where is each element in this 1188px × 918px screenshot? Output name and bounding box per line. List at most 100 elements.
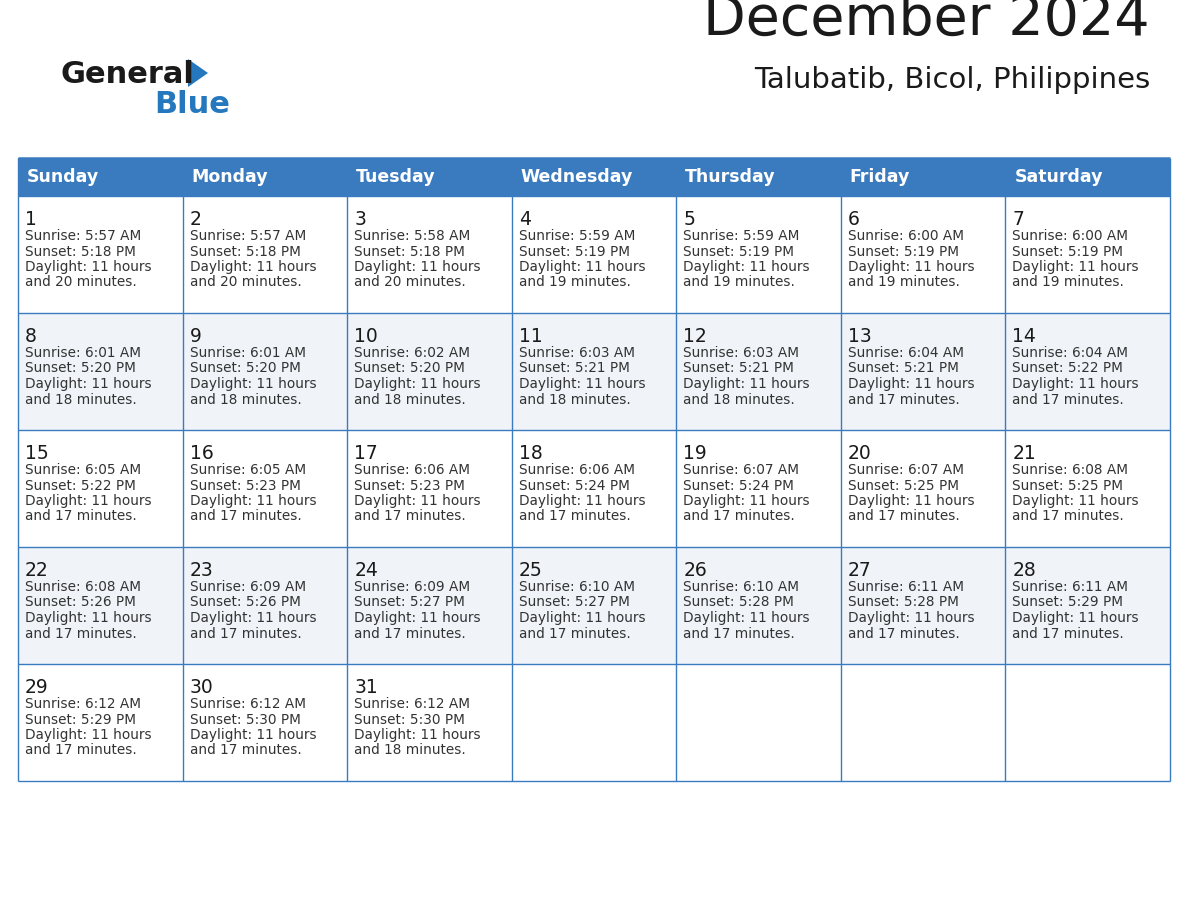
Text: Sunrise: 6:11 AM: Sunrise: 6:11 AM: [848, 580, 963, 594]
Text: Saturday: Saturday: [1015, 168, 1102, 186]
Text: 18: 18: [519, 444, 543, 463]
Text: Sunrise: 6:06 AM: Sunrise: 6:06 AM: [519, 463, 634, 477]
Text: 21: 21: [1012, 444, 1036, 463]
Bar: [347, 158, 512, 196]
Text: Sunday: Sunday: [27, 168, 100, 186]
Text: Daylight: 11 hours: Daylight: 11 hours: [683, 260, 810, 274]
Text: 13: 13: [848, 327, 872, 346]
Text: 1: 1: [25, 210, 37, 229]
Text: Sunset: 5:22 PM: Sunset: 5:22 PM: [1012, 362, 1124, 375]
Text: and 17 minutes.: and 17 minutes.: [190, 744, 302, 757]
Text: Daylight: 11 hours: Daylight: 11 hours: [1012, 494, 1139, 508]
Text: 7: 7: [1012, 210, 1024, 229]
Text: Daylight: 11 hours: Daylight: 11 hours: [354, 728, 481, 742]
Text: Sunset: 5:30 PM: Sunset: 5:30 PM: [354, 712, 465, 726]
Text: Daylight: 11 hours: Daylight: 11 hours: [848, 611, 974, 625]
Text: Daylight: 11 hours: Daylight: 11 hours: [519, 611, 645, 625]
Text: Daylight: 11 hours: Daylight: 11 hours: [1012, 611, 1139, 625]
Text: Sunset: 5:26 PM: Sunset: 5:26 PM: [25, 596, 135, 610]
Text: Daylight: 11 hours: Daylight: 11 hours: [683, 494, 810, 508]
Text: Talubatib, Bicol, Philippines: Talubatib, Bicol, Philippines: [753, 66, 1150, 94]
Bar: [18, 313, 1170, 430]
Text: Daylight: 11 hours: Daylight: 11 hours: [190, 728, 316, 742]
Text: 30: 30: [190, 678, 214, 697]
Text: Sunset: 5:18 PM: Sunset: 5:18 PM: [354, 244, 465, 259]
Text: Sunset: 5:20 PM: Sunset: 5:20 PM: [190, 362, 301, 375]
Text: December 2024: December 2024: [703, 0, 1150, 47]
Text: Sunrise: 6:07 AM: Sunrise: 6:07 AM: [683, 463, 800, 477]
Text: Sunrise: 6:12 AM: Sunrise: 6:12 AM: [25, 697, 141, 711]
Text: Friday: Friday: [849, 168, 910, 186]
Text: and 20 minutes.: and 20 minutes.: [25, 275, 137, 289]
Text: Daylight: 11 hours: Daylight: 11 hours: [190, 260, 316, 274]
Text: 23: 23: [190, 561, 214, 580]
Text: Daylight: 11 hours: Daylight: 11 hours: [25, 494, 152, 508]
Text: Sunrise: 6:10 AM: Sunrise: 6:10 AM: [519, 580, 634, 594]
Text: Tuesday: Tuesday: [356, 168, 436, 186]
Text: 25: 25: [519, 561, 543, 580]
Text: Sunset: 5:28 PM: Sunset: 5:28 PM: [848, 596, 959, 610]
Text: Sunset: 5:25 PM: Sunset: 5:25 PM: [1012, 478, 1124, 492]
Text: Daylight: 11 hours: Daylight: 11 hours: [683, 377, 810, 391]
Text: 12: 12: [683, 327, 707, 346]
Text: Daylight: 11 hours: Daylight: 11 hours: [190, 494, 316, 508]
Text: Sunrise: 6:08 AM: Sunrise: 6:08 AM: [1012, 463, 1129, 477]
Text: and 17 minutes.: and 17 minutes.: [848, 626, 960, 641]
Text: Daylight: 11 hours: Daylight: 11 hours: [1012, 377, 1139, 391]
Text: Sunrise: 6:04 AM: Sunrise: 6:04 AM: [848, 346, 963, 360]
Text: Sunrise: 6:00 AM: Sunrise: 6:00 AM: [1012, 229, 1129, 243]
Text: and 17 minutes.: and 17 minutes.: [683, 626, 795, 641]
Text: Sunset: 5:26 PM: Sunset: 5:26 PM: [190, 596, 301, 610]
Text: and 18 minutes.: and 18 minutes.: [190, 393, 302, 407]
Text: 26: 26: [683, 561, 707, 580]
Text: Sunset: 5:23 PM: Sunset: 5:23 PM: [190, 478, 301, 492]
Text: and 17 minutes.: and 17 minutes.: [848, 509, 960, 523]
Text: 4: 4: [519, 210, 531, 229]
Text: 10: 10: [354, 327, 378, 346]
Text: Sunrise: 6:05 AM: Sunrise: 6:05 AM: [25, 463, 141, 477]
Text: and 18 minutes.: and 18 minutes.: [519, 393, 631, 407]
Text: Sunrise: 6:02 AM: Sunrise: 6:02 AM: [354, 346, 470, 360]
Bar: [512, 158, 676, 196]
Text: Sunrise: 6:05 AM: Sunrise: 6:05 AM: [190, 463, 305, 477]
Text: 17: 17: [354, 444, 378, 463]
Text: Sunset: 5:29 PM: Sunset: 5:29 PM: [25, 712, 135, 726]
Text: and 17 minutes.: and 17 minutes.: [1012, 509, 1124, 523]
Text: Monday: Monday: [191, 168, 268, 186]
Text: Sunset: 5:19 PM: Sunset: 5:19 PM: [1012, 244, 1124, 259]
Text: Sunrise: 6:00 AM: Sunrise: 6:00 AM: [848, 229, 963, 243]
Text: Sunset: 5:22 PM: Sunset: 5:22 PM: [25, 478, 135, 492]
Text: and 17 minutes.: and 17 minutes.: [1012, 626, 1124, 641]
Text: and 20 minutes.: and 20 minutes.: [190, 275, 302, 289]
Text: Sunset: 5:19 PM: Sunset: 5:19 PM: [519, 244, 630, 259]
Text: Sunset: 5:28 PM: Sunset: 5:28 PM: [683, 596, 794, 610]
Bar: [18, 158, 183, 196]
Text: Sunset: 5:21 PM: Sunset: 5:21 PM: [848, 362, 959, 375]
Text: Sunset: 5:20 PM: Sunset: 5:20 PM: [354, 362, 465, 375]
Text: 31: 31: [354, 678, 378, 697]
Text: Sunrise: 6:10 AM: Sunrise: 6:10 AM: [683, 580, 800, 594]
Text: Daylight: 11 hours: Daylight: 11 hours: [25, 260, 152, 274]
Text: Sunrise: 6:07 AM: Sunrise: 6:07 AM: [848, 463, 963, 477]
Text: General: General: [61, 60, 194, 89]
Text: Sunrise: 5:59 AM: Sunrise: 5:59 AM: [683, 229, 800, 243]
Text: Daylight: 11 hours: Daylight: 11 hours: [848, 494, 974, 508]
Text: Sunset: 5:27 PM: Sunset: 5:27 PM: [354, 596, 465, 610]
Text: Sunset: 5:19 PM: Sunset: 5:19 PM: [683, 244, 795, 259]
Text: 8: 8: [25, 327, 37, 346]
Text: and 19 minutes.: and 19 minutes.: [683, 275, 795, 289]
Text: Sunrise: 6:11 AM: Sunrise: 6:11 AM: [1012, 580, 1129, 594]
Text: 14: 14: [1012, 327, 1036, 346]
Text: 11: 11: [519, 327, 543, 346]
Bar: [183, 158, 347, 196]
Text: and 17 minutes.: and 17 minutes.: [354, 626, 466, 641]
Text: and 17 minutes.: and 17 minutes.: [25, 744, 137, 757]
Text: Sunrise: 5:57 AM: Sunrise: 5:57 AM: [25, 229, 141, 243]
Text: Daylight: 11 hours: Daylight: 11 hours: [519, 377, 645, 391]
Text: Sunset: 5:18 PM: Sunset: 5:18 PM: [25, 244, 135, 259]
Text: Sunrise: 6:12 AM: Sunrise: 6:12 AM: [354, 697, 470, 711]
Polygon shape: [188, 59, 208, 87]
Text: Daylight: 11 hours: Daylight: 11 hours: [683, 611, 810, 625]
Text: and 18 minutes.: and 18 minutes.: [354, 744, 466, 757]
Text: Daylight: 11 hours: Daylight: 11 hours: [354, 377, 481, 391]
